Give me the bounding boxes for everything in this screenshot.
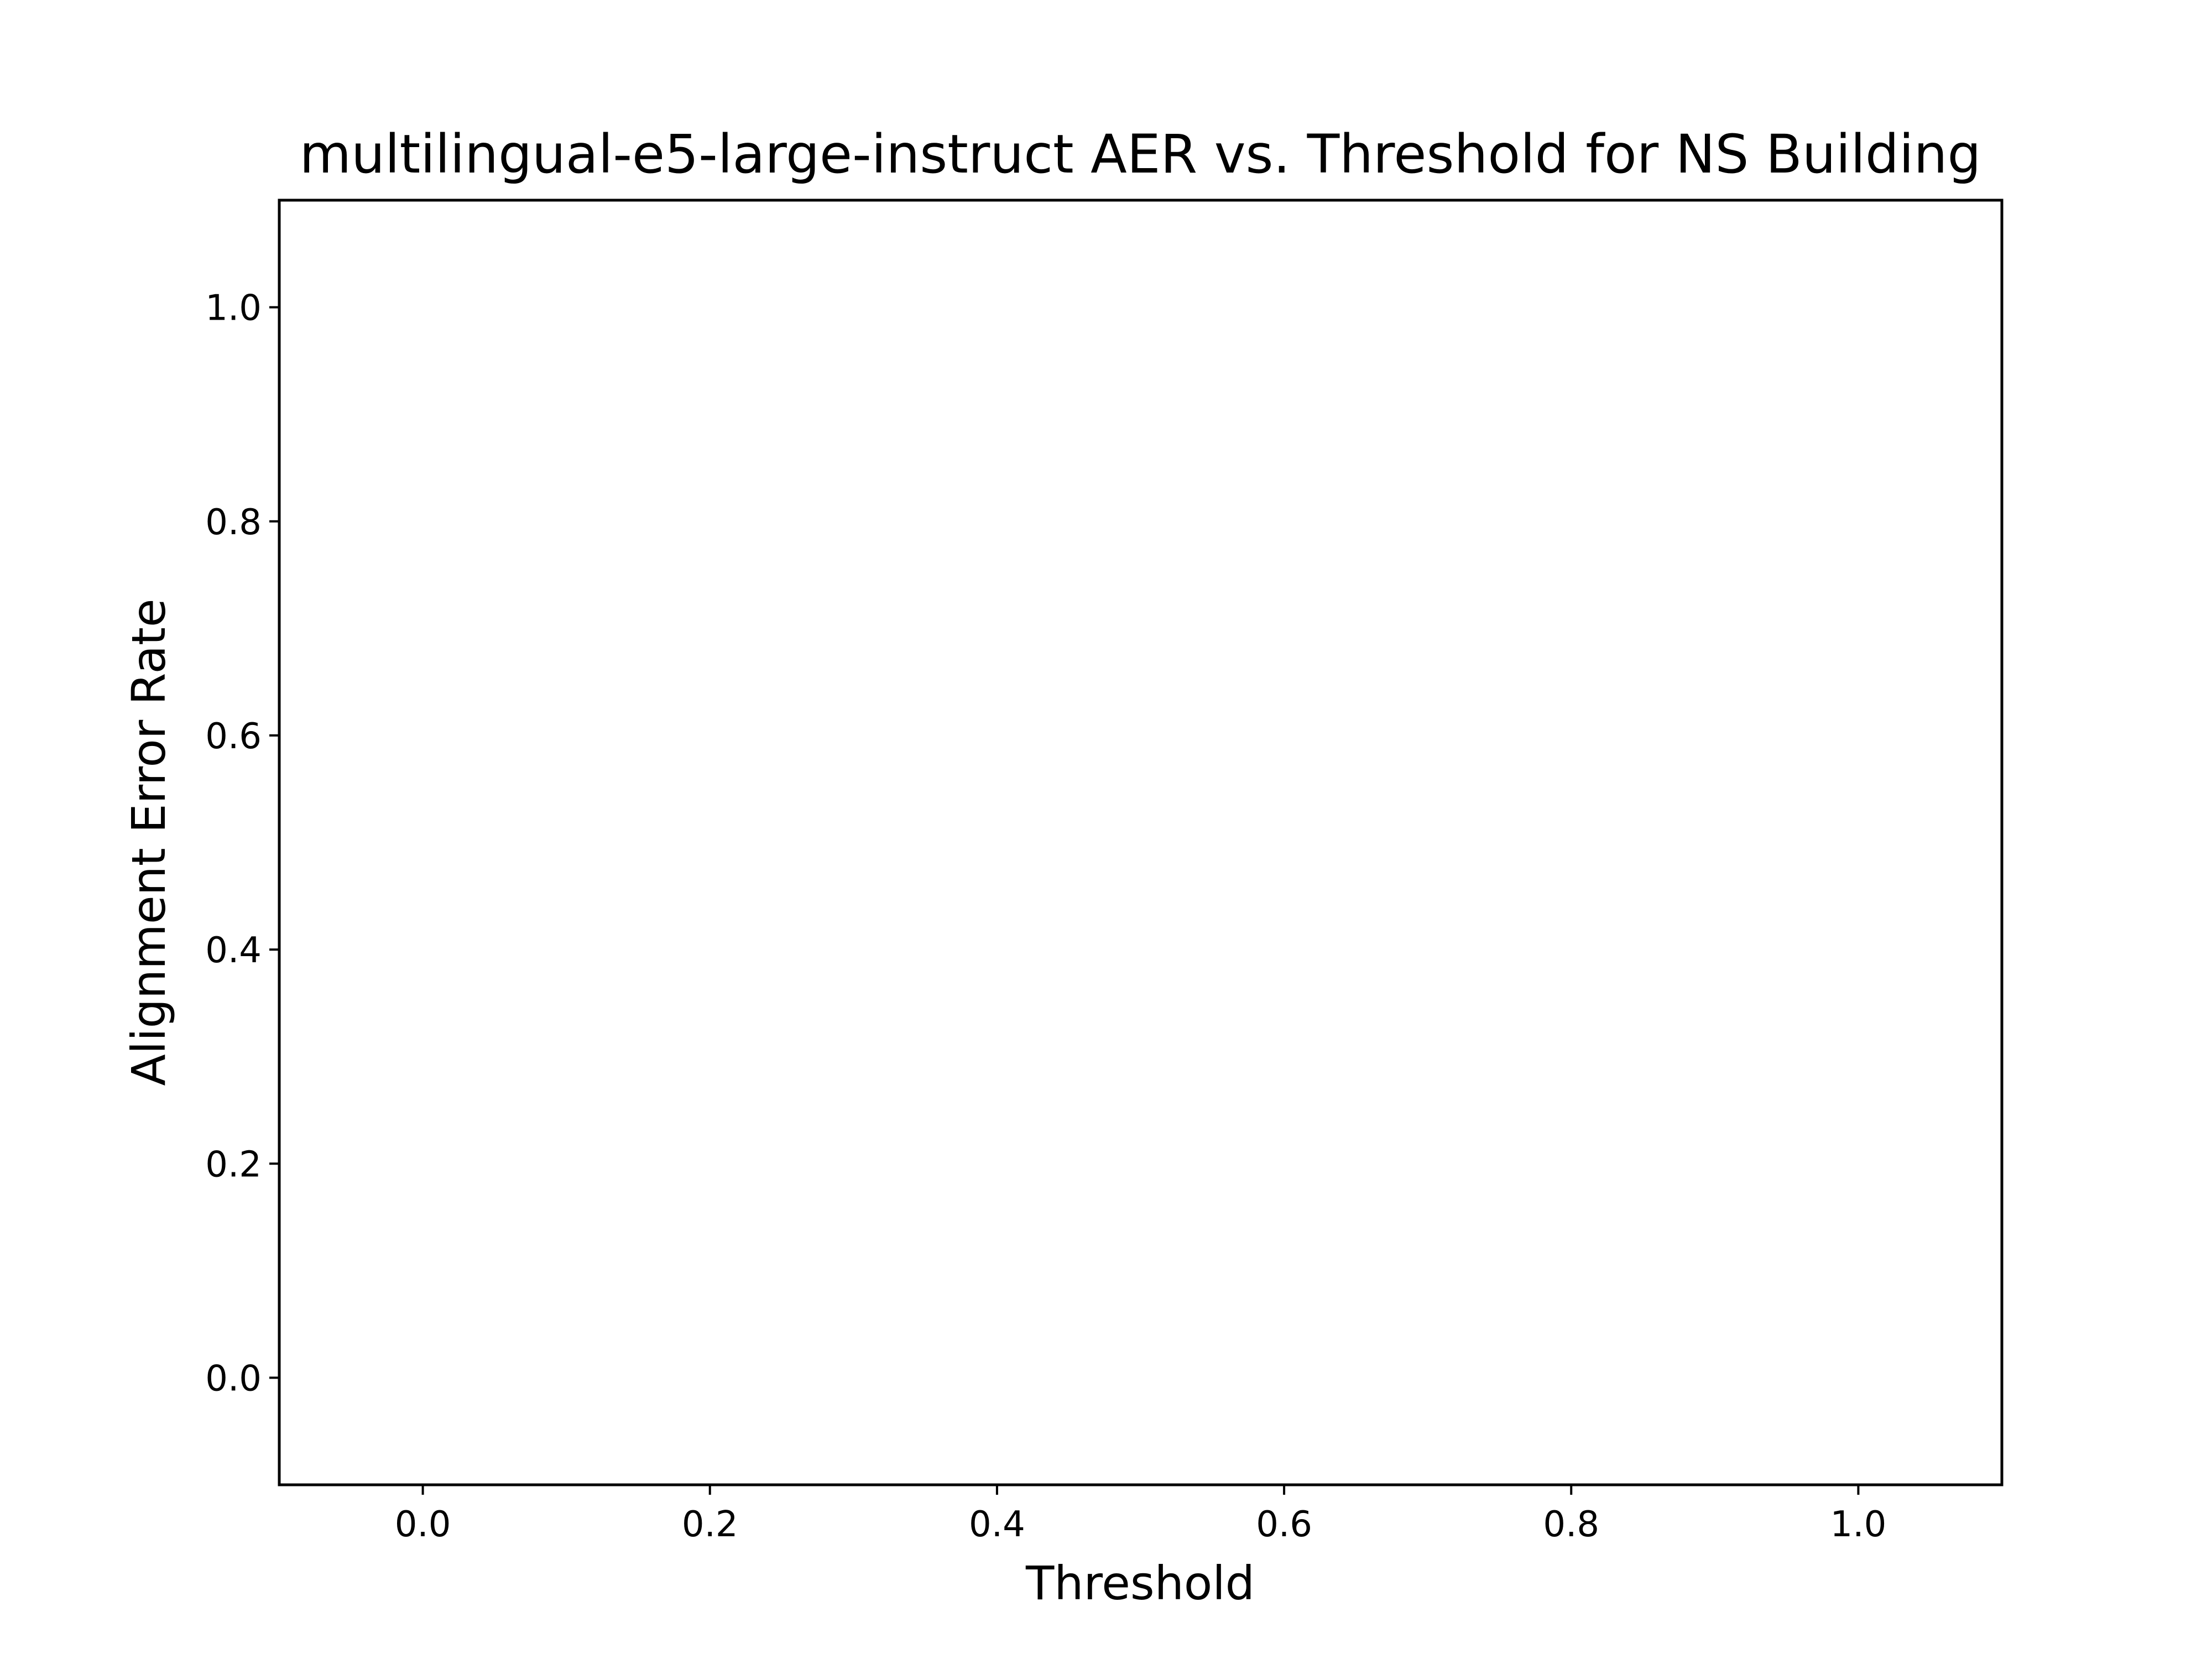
x-tick-label: 1.0 bbox=[1830, 1504, 1887, 1545]
y-tick-label: 0.0 bbox=[205, 1358, 262, 1399]
plot-area bbox=[278, 199, 2004, 1486]
x-tick-label: 0.0 bbox=[395, 1504, 451, 1545]
y-axis-label: Alignment Error Rate bbox=[122, 598, 176, 1086]
y-tick-label: 1.0 bbox=[205, 288, 262, 329]
x-tick-label: 0.6 bbox=[1256, 1504, 1312, 1545]
y-tick-label: 0.6 bbox=[205, 716, 262, 757]
y-tick-label: 0.4 bbox=[205, 930, 262, 971]
chart-title: multilingual-e5-large-instruct AER vs. T… bbox=[300, 123, 1981, 185]
x-tick-label: 0.4 bbox=[969, 1504, 1025, 1545]
x-axis-ticks: 0.0 0.2 0.4 0.6 0.8 1.0 bbox=[395, 1485, 1887, 1545]
y-axis-ticks: 0.0 0.2 0.4 0.6 0.8 1.0 bbox=[205, 288, 279, 1399]
x-tick-label: 0.2 bbox=[682, 1504, 738, 1545]
x-axis-label: Threshold bbox=[1025, 1556, 1255, 1610]
x-tick-label: 0.8 bbox=[1543, 1504, 1599, 1545]
y-tick-label: 0.2 bbox=[205, 1144, 262, 1185]
y-tick-label: 0.8 bbox=[205, 502, 262, 543]
axes-frame bbox=[278, 199, 2004, 1486]
